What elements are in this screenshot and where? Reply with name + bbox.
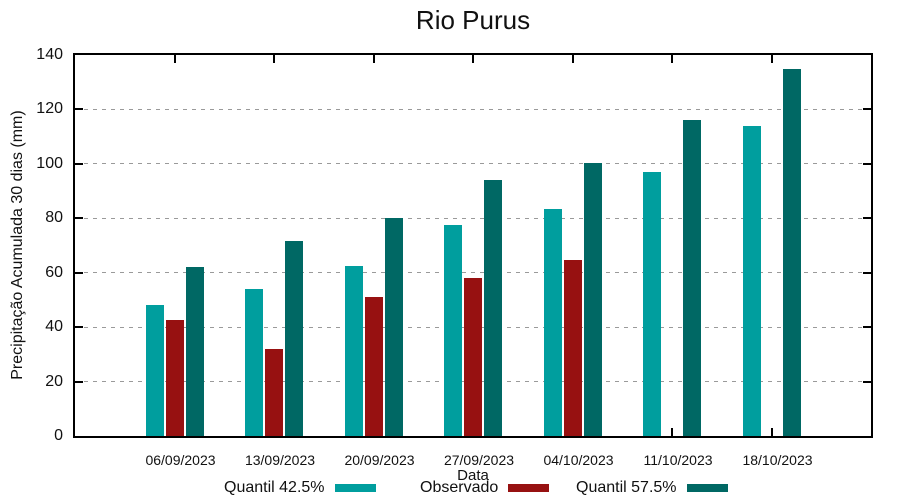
x-tick-label: 20/09/2023: [344, 452, 415, 468]
legend-swatch: [686, 484, 728, 492]
bar-quantil-57-5: [384, 218, 403, 436]
bar-quantil-42-5: [543, 208, 562, 436]
x-tick-label: 13/09/2023: [244, 452, 316, 468]
bar-quantil-57-5: [484, 180, 502, 436]
plot-area: [73, 53, 873, 438]
legend-item-quantil-42-5: Quantil 42.5%: [224, 479, 376, 497]
bar-observado: [165, 320, 184, 436]
y-tick-mark-left: [75, 217, 83, 220]
legend-label: Quantil 42.5%: [224, 479, 325, 496]
bar-observado: [265, 348, 283, 436]
legend-label: Quantil 57.5%: [576, 479, 677, 496]
x-tick-label: 04/10/2023: [543, 452, 614, 468]
y-tick-mark-right: [863, 380, 871, 383]
x-tick-mark-top: [472, 55, 474, 63]
bar-quantil-57-5: [782, 68, 801, 436]
y-tick-mark-right: [863, 326, 871, 329]
gridline: [75, 217, 871, 219]
bar-quantil-42-5: [145, 305, 164, 436]
y-tick-mark-right: [863, 271, 871, 274]
y-tick-mark-right: [863, 217, 871, 220]
bar-observado: [464, 278, 482, 436]
bar-quantil-57-5: [285, 241, 303, 436]
x-axis-label: Data: [457, 467, 489, 484]
y-tick-label: 20: [45, 372, 63, 390]
bar-quantil-57-5: [583, 162, 602, 436]
bar-quantil-57-5: [683, 120, 701, 436]
x-tick-label: 11/10/2023: [643, 452, 713, 468]
x-tick-mark-top: [273, 55, 275, 63]
x-tick-mark-bottom: [770, 428, 773, 436]
x-tick-mark-top: [372, 55, 375, 63]
gridline: [75, 108, 871, 110]
y-tick-label: 60: [45, 263, 63, 281]
x-tick-mark-top: [173, 55, 176, 63]
bar-quantil-42-5: [245, 289, 263, 436]
legend-swatch: [508, 484, 550, 492]
y-tick-label: 80: [45, 209, 63, 227]
bar-quantil-42-5: [643, 172, 661, 436]
gridline: [75, 163, 871, 165]
y-tick-mark-left: [75, 271, 83, 274]
bar-quantil-42-5: [444, 225, 462, 436]
y-tick-label: 100: [36, 154, 63, 172]
legend-label: Observado: [420, 479, 499, 496]
x-tick-mark-bottom: [671, 428, 673, 436]
gridline: [75, 272, 871, 274]
bar-quantil-42-5: [742, 125, 761, 436]
x-tick-label: 06/09/2023: [145, 452, 216, 468]
x-tick-mark-top: [671, 55, 673, 63]
bar-quantil-42-5: [344, 265, 363, 436]
x-tick-label: 18/10/2023: [742, 452, 813, 468]
y-tick-label: 40: [45, 318, 63, 336]
y-tick-mark-left: [75, 162, 83, 165]
x-tick-mark-top: [770, 55, 773, 63]
y-tick-mark-left: [75, 380, 83, 383]
bar-observado: [563, 260, 582, 436]
y-tick-mark-left: [75, 108, 83, 111]
legend-item-observado: Observado: [420, 479, 550, 497]
chart-title: Rio Purus: [415, 5, 531, 35]
x-tick-mark-top: [571, 55, 574, 63]
y-tick-label: 0: [54, 427, 63, 444]
y-tick-label: 120: [36, 100, 63, 118]
legend-swatch: [334, 484, 376, 492]
y-tick-mark-left: [75, 326, 83, 329]
y-tick-mark-right: [863, 108, 871, 111]
y-tick-label: 140: [36, 46, 63, 63]
x-tick-label: 27/09/2023: [443, 452, 515, 468]
y-tick-mark-right: [863, 162, 871, 165]
legend-item-quantil-57-5: Quantil 57.5%: [576, 479, 728, 497]
bar-observado: [364, 297, 383, 436]
bar-quantil-57-5: [185, 267, 204, 436]
